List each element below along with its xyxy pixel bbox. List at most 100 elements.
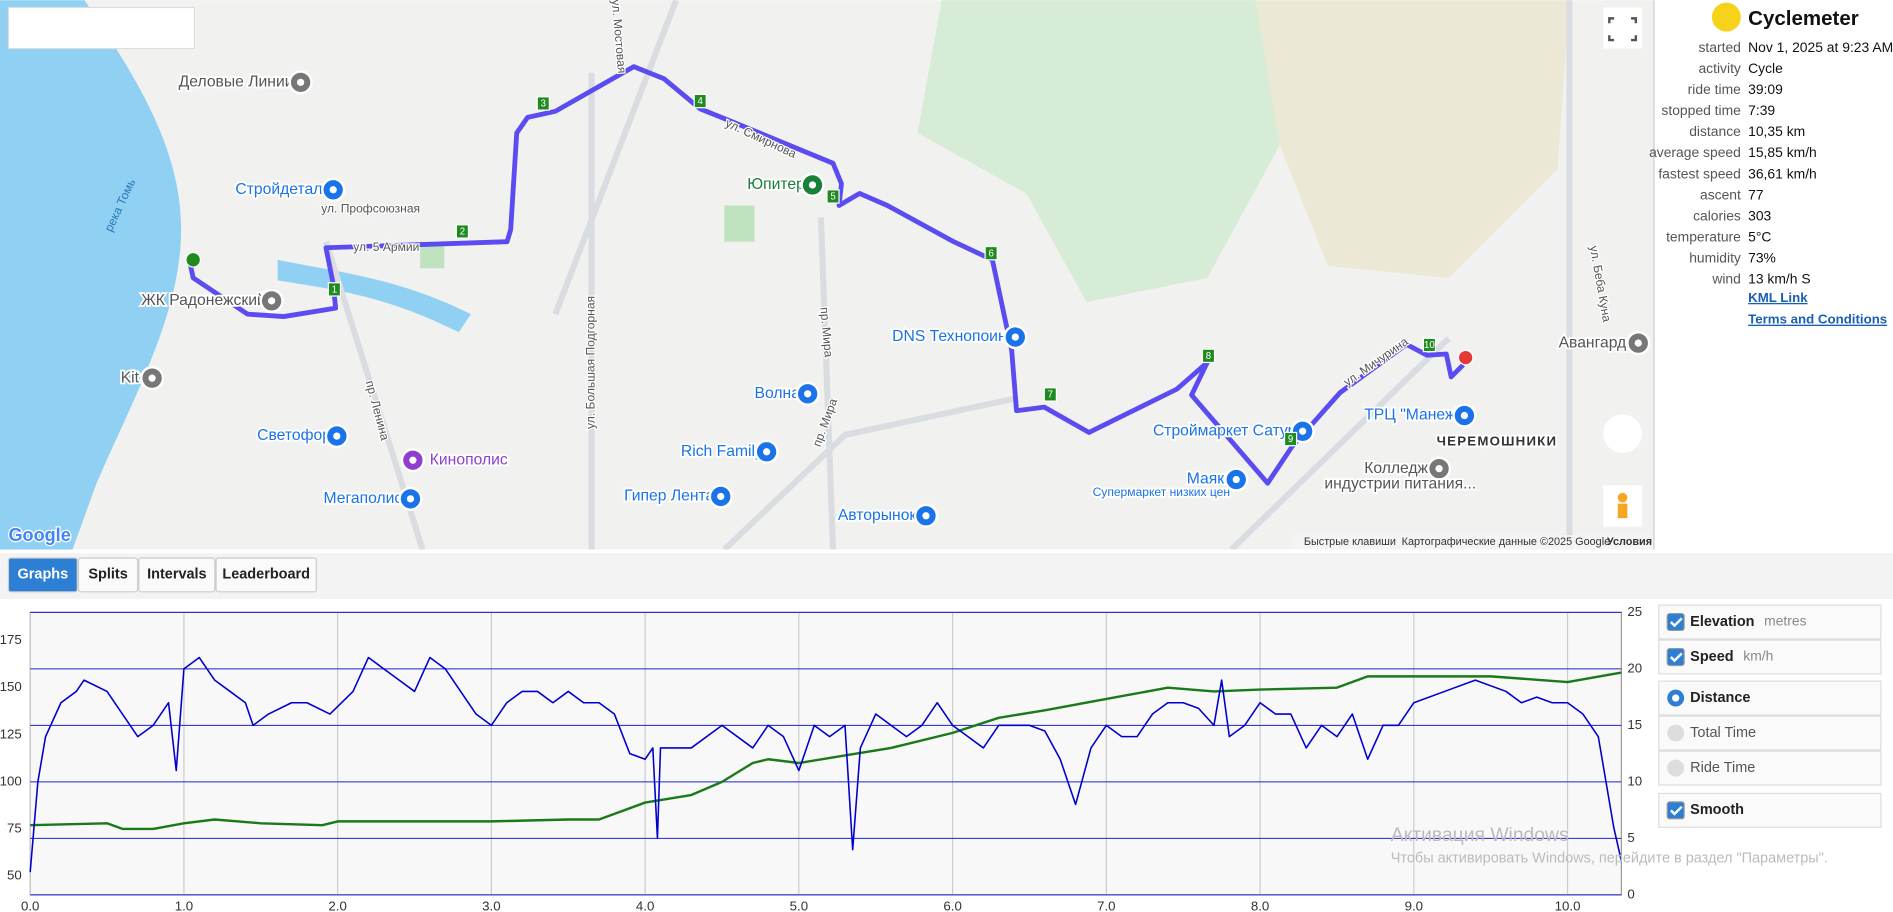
- route-marker-label: 8: [1206, 351, 1211, 362]
- tab-label[interactable]: Graphs: [18, 567, 69, 583]
- y-tick-label: 150: [0, 679, 22, 694]
- x-tick-label: 4.0: [636, 898, 654, 912]
- place-icon-dot: [333, 432, 341, 440]
- map-footer-text[interactable]: Условия: [1607, 536, 1652, 548]
- info-label: stopped time: [1661, 102, 1741, 118]
- checkmark: [1670, 805, 1683, 816]
- control-row[interactable]: [1658, 792, 1882, 828]
- tab-label[interactable]: Splits: [88, 567, 127, 583]
- map-type-control[interactable]: [7, 6, 195, 50]
- info-panel: [1653, 0, 1893, 550]
- info-link[interactable]: KML Link: [1748, 290, 1808, 305]
- control-row[interactable]: [1658, 750, 1882, 786]
- route-marker[interactable]: [826, 189, 840, 204]
- series-toggle-label: Speed: [1690, 649, 1733, 665]
- y-tick-label: 100: [0, 773, 22, 788]
- route-marker[interactable]: [984, 245, 998, 261]
- fullscreen-icon: [1608, 17, 1638, 42]
- place-icon-dot: [148, 374, 156, 382]
- tab[interactable]: [7, 557, 78, 593]
- route-marker[interactable]: [536, 96, 550, 111]
- control-row[interactable]: [1658, 604, 1882, 640]
- control-row[interactable]: [1658, 639, 1882, 675]
- place-label: Светофор: [257, 427, 331, 444]
- place-label: Строймаркет Сатурн: [1153, 422, 1305, 439]
- tab[interactable]: [77, 557, 139, 593]
- info-value: 13 km/h S: [1748, 270, 1810, 286]
- y2-tick-label: 25: [1627, 604, 1642, 619]
- control-row[interactable]: [1658, 680, 1882, 716]
- place-icon-dot: [1232, 475, 1240, 484]
- info-label: ascent: [1700, 186, 1741, 202]
- checkbox[interactable]: [1666, 801, 1685, 820]
- pegman-icon: [1617, 503, 1628, 519]
- info-value: Cycle: [1748, 60, 1783, 76]
- route-marker-label: 4: [698, 96, 704, 107]
- info-label: humidity: [1689, 249, 1741, 265]
- place-label: Авторынок: [838, 507, 917, 524]
- info-value: 15,85 km/h: [1748, 144, 1817, 160]
- control-label[interactable]: Distance: [1690, 690, 1750, 706]
- control-row[interactable]: [1658, 715, 1882, 751]
- series-toggle-label: Elevation: [1690, 614, 1754, 630]
- tab-label[interactable]: Intervals: [147, 567, 207, 583]
- info-label: wind: [1711, 270, 1741, 286]
- route-marker[interactable]: [327, 282, 342, 297]
- checkbox[interactable]: [1666, 612, 1685, 632]
- place-label: Юпитер: [747, 176, 805, 193]
- x-tick-label: 9.0: [1405, 898, 1423, 912]
- info-label: ride time: [1688, 81, 1741, 97]
- control-label[interactable]: Smooth: [1690, 802, 1744, 818]
- radio[interactable]: [1667, 724, 1685, 742]
- x-tick-label: 1.0: [175, 898, 193, 912]
- info-label: calories: [1693, 207, 1741, 223]
- control-label[interactable]: Total Time: [1690, 725, 1756, 741]
- place-icon-dot: [1011, 333, 1019, 341]
- place-icon-dot: [922, 512, 930, 520]
- place-icon-dot: [717, 492, 725, 501]
- x-tick-label: 2.0: [328, 898, 346, 912]
- info-label: average speed: [1649, 144, 1741, 160]
- place-icon-dot: [1435, 465, 1443, 473]
- camera-control[interactable]: [1603, 414, 1642, 453]
- info-value: 73%: [1748, 249, 1776, 265]
- x-tick-label: 10.0: [1555, 898, 1581, 912]
- y-tick-label: 75: [7, 820, 22, 835]
- map-footer-text[interactable]: Быстрые клавиши: [1304, 536, 1396, 548]
- y2-tick-label: 5: [1627, 830, 1634, 845]
- place-icon-dot: [762, 448, 771, 456]
- x-tick-label: 0.0: [21, 898, 39, 912]
- place-label: ЖК Радонежский: [141, 292, 265, 309]
- route-marker[interactable]: [455, 224, 470, 239]
- info-value: 39:09: [1748, 81, 1783, 97]
- tab[interactable]: [215, 557, 317, 593]
- checkbox[interactable]: [1666, 647, 1685, 667]
- radio[interactable]: [1667, 759, 1685, 777]
- tab[interactable]: [138, 557, 216, 593]
- y-tick-label: 50: [7, 868, 22, 883]
- route-marker-label: 1: [332, 285, 337, 296]
- route: [187, 64, 1465, 486]
- place-label: DNS Технопоинт: [892, 328, 1014, 345]
- control-label[interactable]: Ride Time: [1690, 760, 1755, 776]
- place-label: Kit: [121, 369, 140, 386]
- route-marker[interactable]: [693, 93, 707, 109]
- place-icon-dot: [1460, 411, 1469, 420]
- start-pin[interactable]: [185, 251, 202, 268]
- fullscreen-button[interactable]: [1603, 7, 1642, 49]
- series-unit: km/h: [1743, 648, 1773, 664]
- end-pin[interactable]: [1457, 349, 1474, 366]
- tab-label[interactable]: Leaderboard: [222, 567, 310, 583]
- route-marker[interactable]: [1201, 348, 1216, 364]
- info-label: distance: [1689, 123, 1741, 139]
- map-footer-text[interactable]: Картографические данные ©2025 Google: [1402, 536, 1611, 548]
- place-label: Деловые Линии: [179, 73, 294, 90]
- info-link[interactable]: Terms and Conditions: [1748, 312, 1887, 327]
- route-marker-label: 10: [1424, 340, 1435, 351]
- route-marker[interactable]: [1283, 431, 1298, 447]
- x-tick-label: 5.0: [790, 898, 808, 912]
- route-marker[interactable]: [1043, 387, 1057, 402]
- route-marker[interactable]: [1422, 337, 1437, 353]
- y2-tick-label: 20: [1627, 660, 1642, 675]
- map-park: [724, 205, 755, 242]
